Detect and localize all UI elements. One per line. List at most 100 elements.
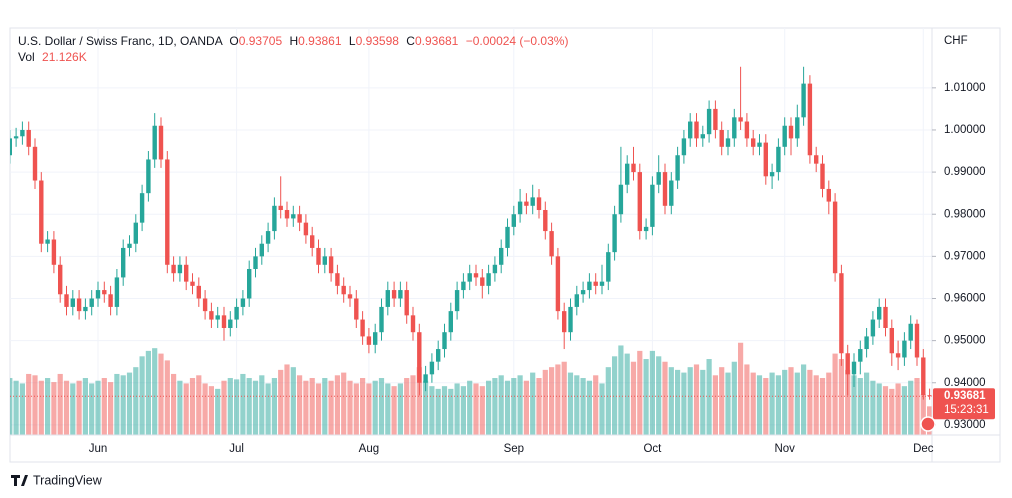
volume-bar [240, 373, 246, 435]
candle-body [391, 290, 397, 299]
candle-body [612, 214, 617, 253]
volume-bar [82, 378, 88, 435]
volume-bar [731, 361, 737, 435]
candle-body [870, 319, 876, 337]
volume-bar [618, 345, 624, 435]
high-value: 0.93861 [298, 34, 342, 48]
volume-bar [221, 380, 227, 435]
candle-body [310, 235, 315, 248]
candle-body [165, 159, 170, 265]
volume-bar [700, 369, 706, 435]
candle-body [486, 273, 491, 286]
candle-body [398, 290, 403, 299]
last-price-label: 0.93681 [944, 390, 986, 402]
candle-body [625, 163, 630, 185]
y-tick-label: 0.99000 [944, 166, 986, 178]
timezone-icon [920, 416, 936, 432]
candle-body [593, 281, 598, 286]
volume-bar [763, 378, 769, 435]
volume-bar [164, 360, 170, 435]
candle-body [423, 374, 428, 383]
x-tick-label: Jun [89, 443, 108, 455]
candle-body [240, 298, 246, 307]
y-tick-label: 1.00000 [944, 124, 986, 136]
volume-bar [725, 372, 731, 435]
volume-bar [845, 369, 851, 435]
volume-bar [26, 373, 32, 435]
candle-body [95, 290, 101, 299]
candle-body [732, 117, 737, 139]
candle-body [221, 315, 227, 328]
candle-body [253, 256, 258, 269]
candle-body [914, 323, 920, 358]
plot-area [10, 66, 932, 435]
close-label: C [406, 34, 415, 48]
candle-body [13, 136, 19, 139]
candle-body [379, 306, 384, 333]
candle-body [139, 193, 145, 223]
volume-bar [605, 367, 611, 435]
candle-body [530, 197, 535, 206]
y-tick-label: 0.93000 [944, 419, 986, 431]
candle-body [725, 138, 731, 147]
candle-body [127, 243, 132, 248]
candle-body [45, 239, 50, 244]
volume-bar [297, 375, 303, 435]
x-tick-label: Oct [643, 443, 662, 455]
volume-bar [889, 388, 895, 435]
candle-body [32, 146, 38, 181]
brand-name: TradingView [33, 473, 103, 487]
volume-bar [108, 382, 114, 435]
y-tick-label: 0.95000 [944, 335, 986, 347]
candle-body [895, 353, 901, 358]
candle-body [681, 138, 687, 156]
candle-body [259, 243, 264, 257]
volume-bar [360, 378, 366, 435]
volume-bar [920, 394, 926, 435]
y-tick-label: 1.01000 [944, 82, 986, 94]
volume-bar [454, 383, 460, 435]
volume-bar [549, 367, 555, 435]
x-tick-label: Dec [913, 443, 934, 455]
candle-body [864, 336, 869, 350]
volume-bar [63, 380, 70, 435]
volume-bar [208, 386, 214, 435]
candle-body [278, 205, 283, 211]
candle-body [555, 256, 561, 312]
candle-body [795, 117, 800, 139]
axes: 0.93000 0.94000 0.95000 0.96000 0.97000 0.980… [89, 82, 995, 455]
candle-body [599, 281, 605, 286]
volume-bar [706, 359, 712, 435]
candle-body [688, 121, 693, 139]
candle-body [89, 298, 94, 307]
candle-body [114, 277, 120, 307]
candle-body [751, 138, 756, 147]
candle-body [694, 121, 699, 139]
volume-bar [309, 378, 315, 435]
candle-body [316, 247, 321, 265]
candle-body [851, 361, 857, 375]
volume-bar [76, 380, 82, 435]
volume-bar [101, 378, 107, 435]
candle-body [442, 332, 447, 350]
volume-bar [152, 348, 158, 435]
volume-bar [246, 378, 252, 435]
volume-bar [612, 356, 618, 435]
candle-body [202, 298, 208, 312]
candle-body [769, 172, 775, 177]
candle-body [927, 395, 932, 397]
candle-body [26, 129, 31, 147]
volume-bar [876, 383, 882, 435]
volume-bar [416, 367, 422, 435]
volume-bar [775, 375, 781, 435]
volume-bar [10, 378, 13, 435]
candle-body [385, 290, 390, 307]
volume-bar [410, 375, 416, 435]
candle-body [738, 117, 743, 122]
candle-body [587, 281, 592, 291]
candle-body [184, 264, 189, 282]
volume-bar [908, 380, 914, 435]
volume-bar [882, 386, 889, 435]
volume-bar [656, 356, 662, 435]
candle-body [656, 172, 661, 185]
